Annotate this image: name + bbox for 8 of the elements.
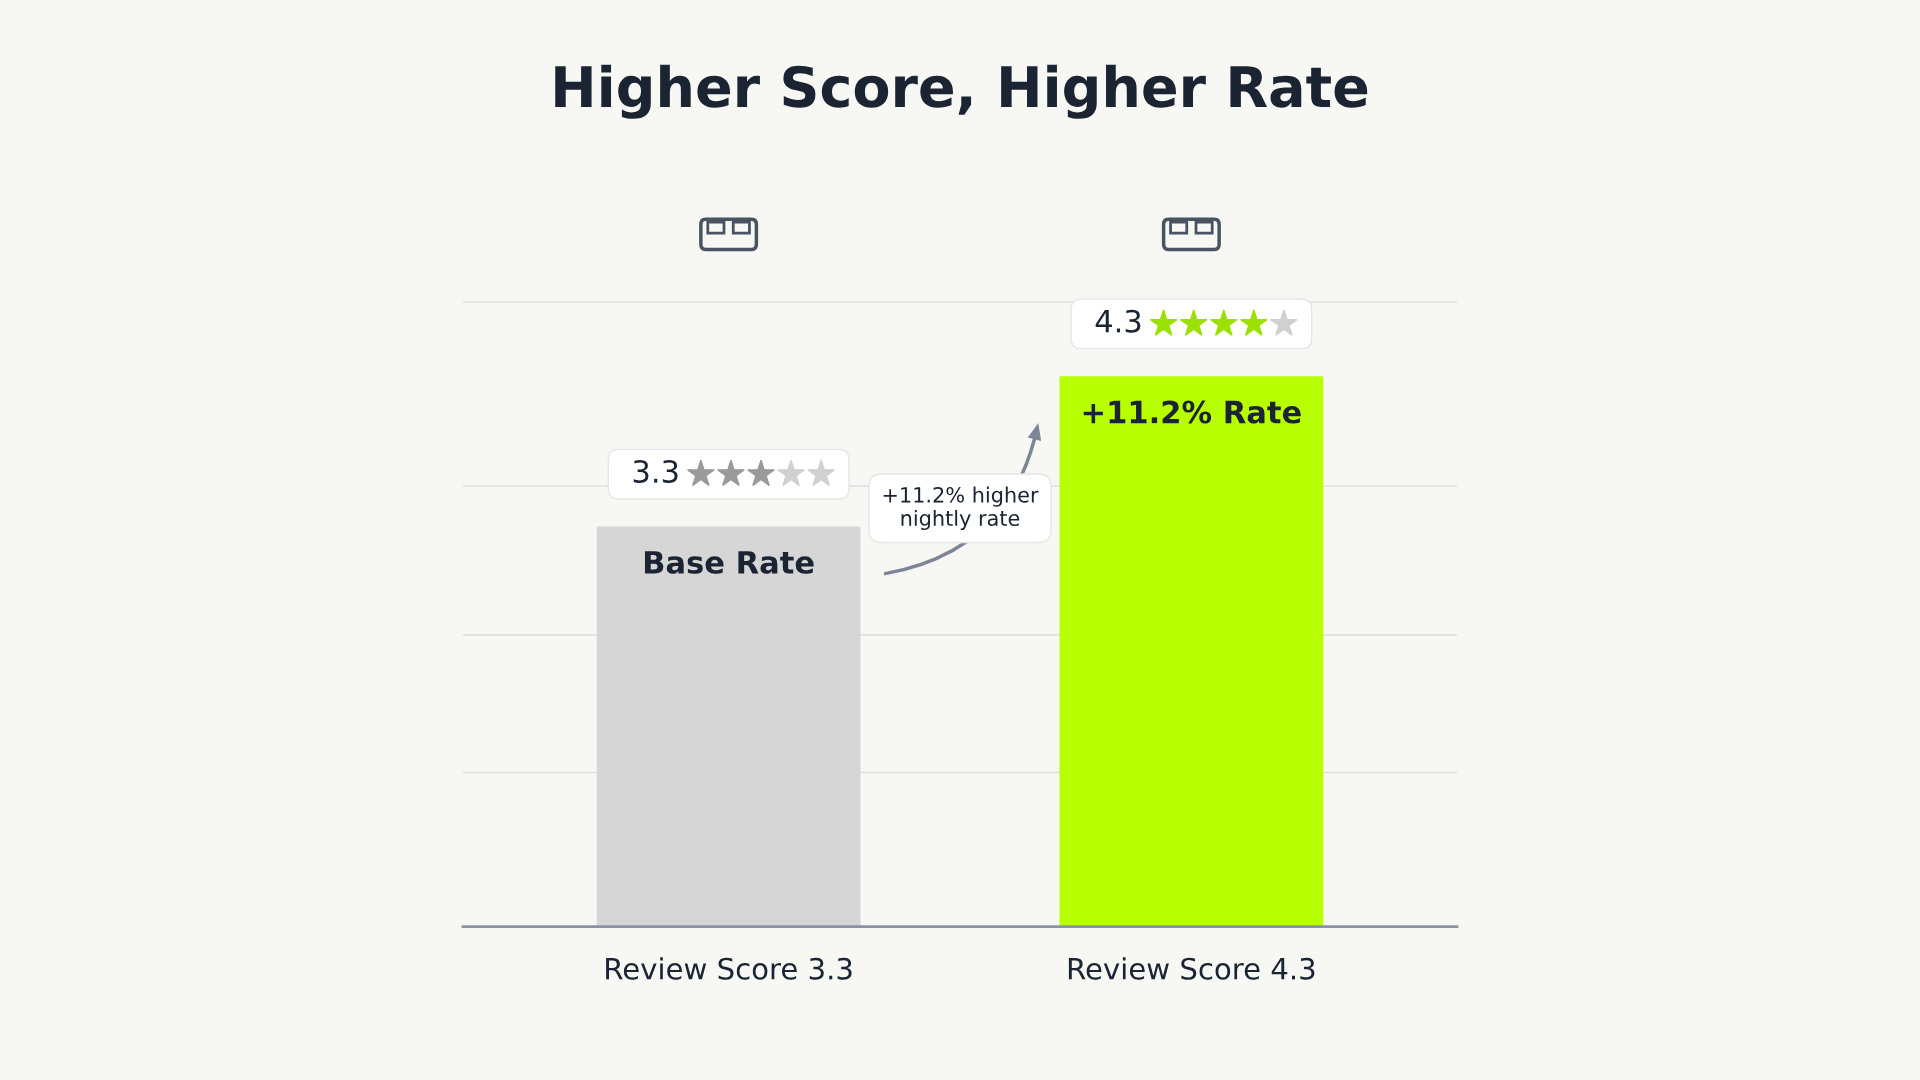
- chart-title: Higher Score, Higher Rate: [555, 64, 1368, 119]
- x-tick-label: Review Score 4.3: [1068, 957, 1315, 980]
- annotation: +11.2% Rate: [1083, 400, 1301, 424]
- annotation: 4.3: [1095, 309, 1141, 333]
- annotation: Base Rate: [644, 551, 814, 574]
- annotation: 3.3: [633, 459, 678, 484]
- x-tick-label: Review Score 3.3: [606, 957, 852, 980]
- annotation: +11.2% higher nightly rate: [883, 486, 1039, 531]
